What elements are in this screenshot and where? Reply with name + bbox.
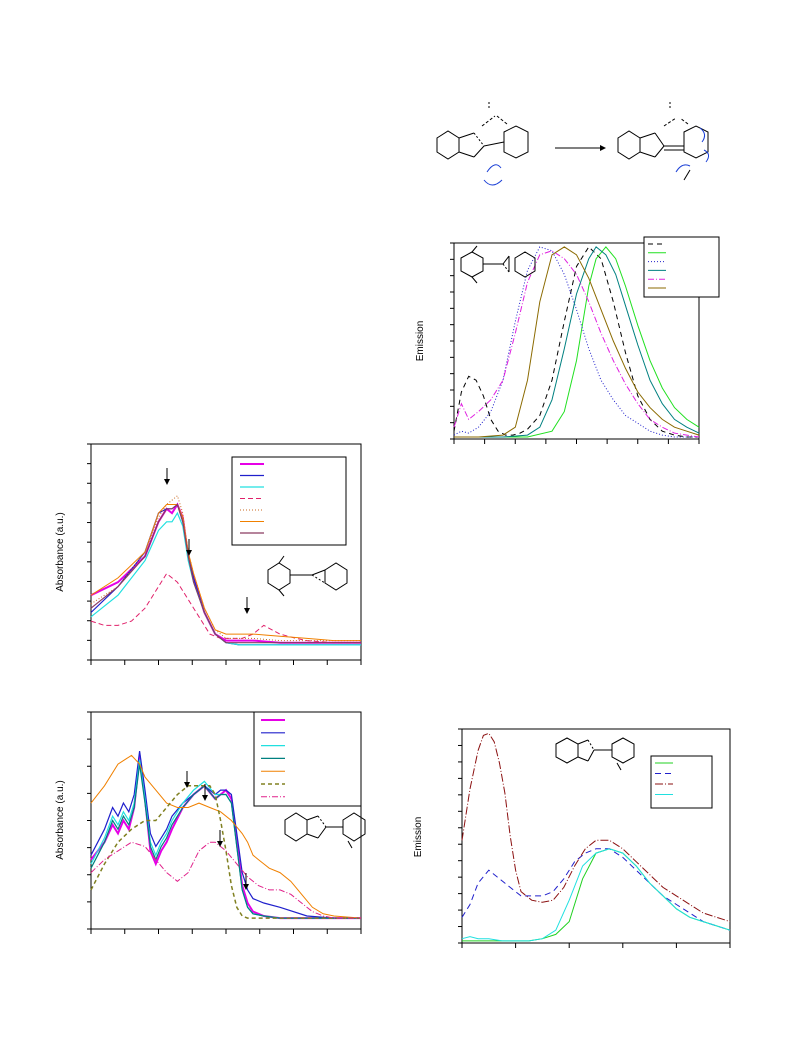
series-line-6 [454,246,700,438]
series-line-4 [461,848,731,942]
series-line-7 [90,841,361,919]
series-line-4 [454,246,700,438]
series-line-2 [461,848,731,931]
x-ticks [90,660,362,665]
series-group [461,732,731,942]
reaction-scheme [436,100,710,186]
legend-box [643,236,720,298]
series-line-1 [453,246,699,438]
series-line-4 [90,572,361,644]
product-structure [617,100,710,181]
chart-abs1: Absorbance (a.u.) [55,443,362,665]
molecule-inset [460,245,536,284]
series-line-7 [90,503,361,644]
chart-abs2: Absorbance (a.u.) [55,711,366,934]
series-line-5 [90,754,362,919]
y-ticks [87,443,91,661]
series-line-6 [90,504,361,642]
x-ticks [461,943,731,948]
legend-swatches [655,762,673,795]
legend-box [650,755,713,809]
series-line-4 [90,764,361,919]
series-line-1 [462,848,731,942]
peak-arrows [184,771,249,890]
series-group [453,246,700,438]
x-ticks [90,929,362,934]
chart-em2: Emission [413,728,731,948]
molecule-inset [284,812,366,849]
series-group [90,494,361,646]
series-line-6 [90,785,361,919]
series-line-2 [90,751,361,919]
y-ticks [458,728,462,944]
y-axis-label: Absorbance (a.u.) [55,780,66,860]
series-line-3 [461,732,731,923]
molecule-inset [267,555,348,597]
legend-box [231,456,347,546]
x-ticks [453,439,700,444]
y-axis-label: Emission [413,817,424,858]
y-ticks [450,242,454,440]
series-group [90,751,362,920]
plot-frame [461,728,731,944]
series-line-2 [454,246,700,438]
reactant-structure [436,100,529,186]
legend-swatches [261,719,285,798]
legend-swatches [648,243,666,289]
y-axis-label: Emission [415,321,426,362]
y-ticks [87,711,91,930]
legend-swatches [240,463,264,534]
series-line-5 [453,250,700,438]
molecule-inset [555,737,635,771]
chart-em1: Emission [415,236,720,444]
reaction-arrow [555,145,606,151]
peak-arrows [164,468,250,614]
y-axis-label: Absorbance (a.u.) [55,512,66,592]
